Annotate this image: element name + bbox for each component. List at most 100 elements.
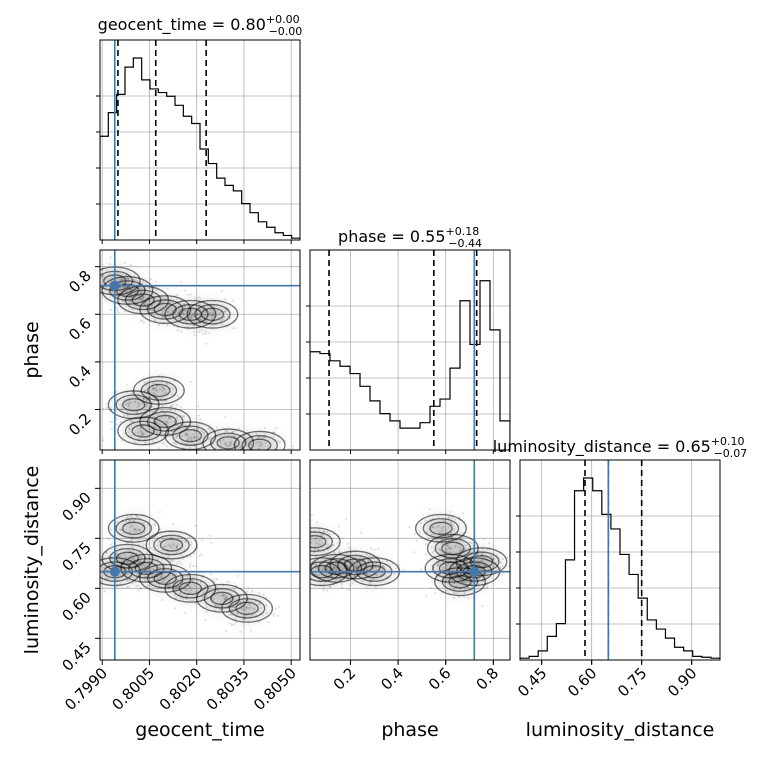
sample-point	[385, 560, 388, 563]
sample-point	[338, 548, 341, 551]
contour-line	[202, 428, 255, 450]
x-tick-label-phase: 0.2	[330, 664, 360, 694]
sample-point	[287, 447, 290, 450]
sample-point	[506, 556, 509, 559]
sample-point	[266, 611, 269, 614]
sample-point	[208, 332, 211, 335]
sample-point	[377, 547, 380, 550]
panel-frame	[519, 459, 721, 661]
sample-point	[93, 569, 95, 571]
contour-line	[422, 518, 460, 539]
sample-point	[117, 311, 120, 315]
sample-point	[322, 530, 326, 533]
sample-point	[95, 553, 97, 555]
sample-point	[428, 507, 431, 511]
sample-point	[256, 453, 258, 455]
sample-point	[247, 587, 250, 590]
sample-point	[194, 564, 197, 568]
sample-point	[209, 429, 212, 433]
sample-point	[115, 547, 118, 550]
sample-point	[157, 447, 160, 450]
contour-line	[415, 513, 467, 543]
sample-point	[157, 323, 160, 327]
contour-line	[153, 534, 190, 556]
sample-point	[337, 578, 340, 581]
sample-point	[204, 618, 207, 622]
sample-point	[301, 532, 303, 534]
sample-point	[300, 551, 302, 553]
sample-point	[167, 555, 170, 558]
title-plus: +0.00	[266, 13, 300, 26]
sample-point	[139, 587, 142, 590]
sample-point	[131, 308, 134, 311]
sample-point	[174, 607, 177, 610]
sample-point	[419, 568, 423, 571]
sample-point	[153, 522, 156, 526]
sample-point	[110, 543, 113, 546]
sample-point	[143, 381, 146, 384]
sample-point	[294, 574, 296, 576]
contour-line	[131, 424, 155, 438]
sample-point	[340, 582, 343, 586]
sample-point	[175, 596, 178, 599]
sample-point	[307, 540, 309, 542]
sample-point	[161, 553, 164, 556]
contour-line	[153, 414, 177, 429]
sample-point	[136, 515, 139, 519]
sample-point	[179, 554, 183, 557]
sample-point	[161, 296, 164, 299]
sample-point	[424, 543, 428, 546]
sample-point	[359, 531, 363, 534]
sample-point	[373, 548, 376, 551]
sample-point	[158, 510, 162, 514]
sample-point	[347, 575, 350, 579]
sample-point	[205, 332, 208, 335]
sample-point	[96, 580, 98, 582]
sample-point	[232, 299, 235, 302]
sample-point	[102, 556, 105, 559]
sample-point	[424, 594, 428, 597]
sample-point	[109, 527, 112, 530]
sample-point	[151, 411, 154, 414]
sample-point	[180, 562, 183, 565]
y-tick-label-phase: 0.6	[65, 314, 95, 344]
sample-point	[250, 451, 252, 453]
sample-point	[246, 590, 249, 593]
sample-point	[137, 392, 140, 396]
sample-point	[263, 426, 266, 429]
contour-line	[147, 383, 171, 398]
sample-point	[255, 433, 258, 436]
sample-point	[333, 551, 336, 554]
panel-frame	[99, 459, 301, 661]
contour-line	[228, 598, 266, 619]
sample-point	[188, 446, 192, 450]
sample-point	[175, 294, 179, 297]
sample-point	[165, 297, 168, 300]
sample-point	[495, 568, 498, 571]
sample-point	[393, 572, 396, 576]
sample-point	[306, 570, 308, 572]
sample-point	[231, 430, 235, 434]
sample-point	[485, 586, 489, 589]
sample-point	[192, 599, 195, 602]
title-phase: phase = 0.55+0.18 −0.44	[338, 225, 482, 250]
sample-point	[209, 534, 212, 537]
sample-point	[198, 297, 202, 300]
sample-point	[470, 541, 473, 545]
contour-line	[145, 530, 198, 560]
sample-point	[173, 593, 176, 597]
sample-point	[109, 529, 113, 532]
contour-line	[186, 299, 239, 329]
sample-point	[115, 417, 118, 420]
sample-point	[429, 587, 432, 590]
title-minus: −0.44	[448, 237, 482, 250]
sample-point	[301, 584, 303, 586]
sample-point	[507, 565, 510, 568]
sample-point	[221, 453, 223, 455]
sample-point	[172, 522, 175, 526]
contour-line	[122, 398, 146, 412]
sample-point	[180, 280, 183, 284]
sample-point	[305, 541, 307, 543]
sample-point	[418, 531, 422, 534]
sample-point	[346, 588, 349, 591]
